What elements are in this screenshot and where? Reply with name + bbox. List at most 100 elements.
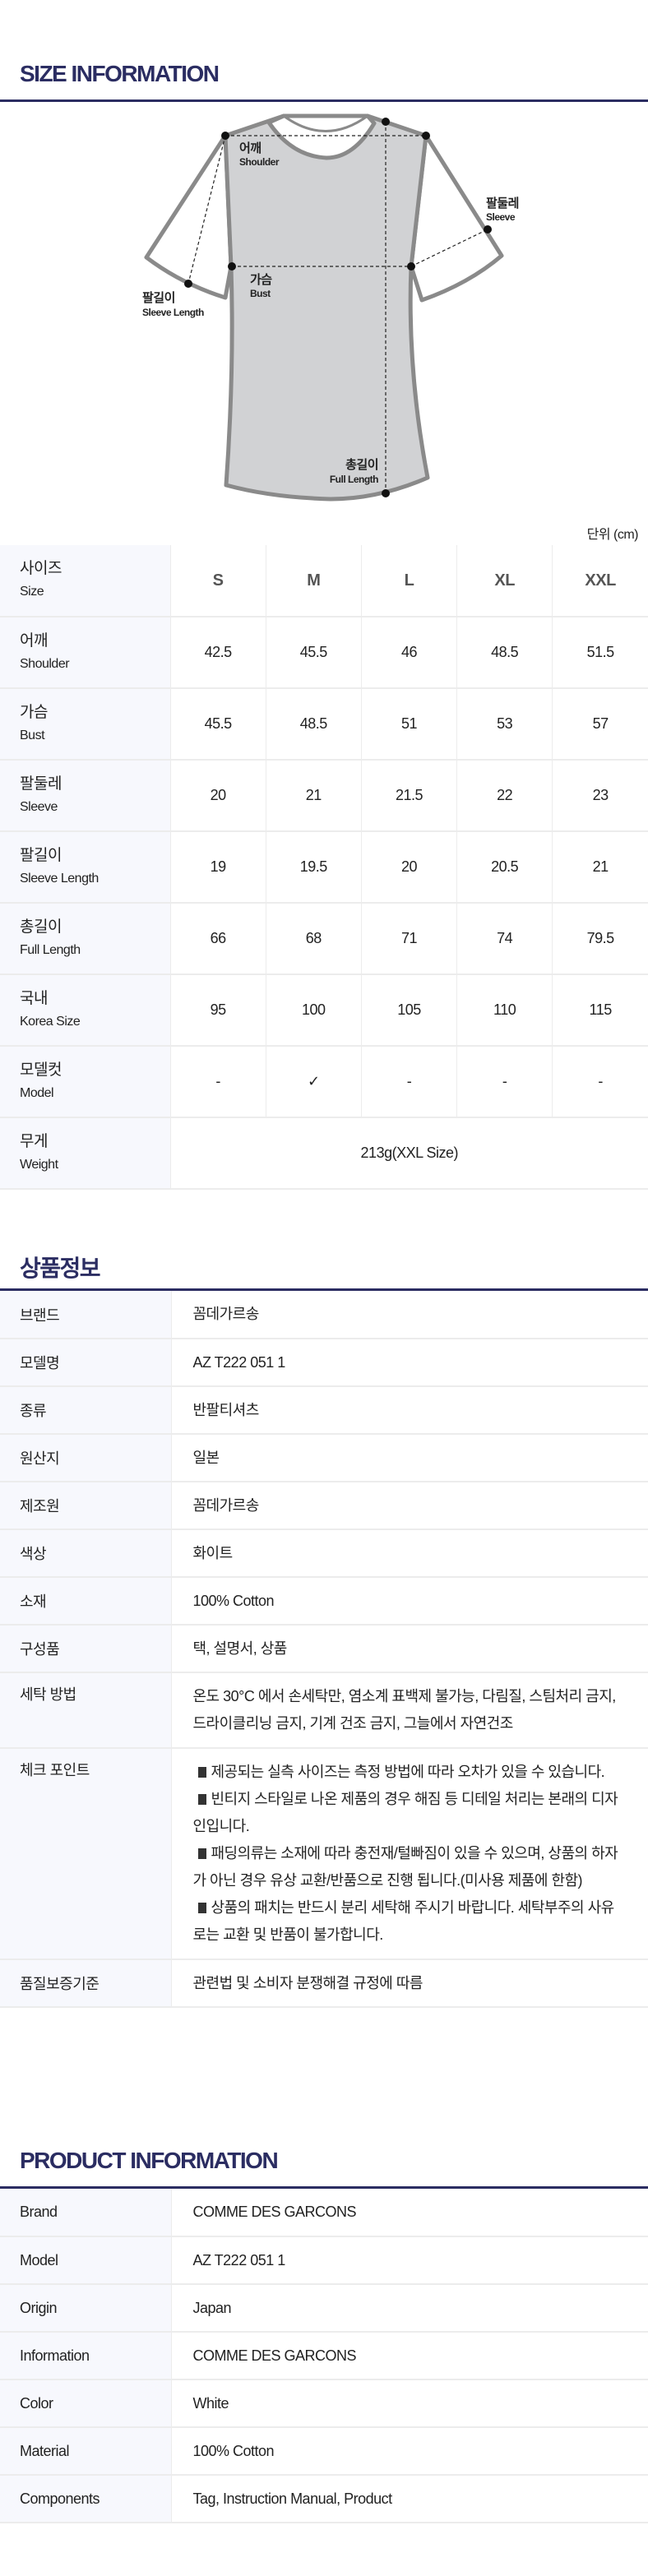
size-value: 42.5 xyxy=(169,617,266,689)
check-point-item: 상품의 패치는 반드시 분리 세탁해 주시기 바랍니다. 세탁부주의 사유로는 … xyxy=(193,1894,626,1949)
row-label-en: Model xyxy=(20,1085,54,1100)
row-label: 국내 Korea Size xyxy=(0,974,170,1047)
size-value: 68 xyxy=(265,903,362,975)
row-label: 가슴 Bust xyxy=(0,688,170,761)
measure-point xyxy=(221,132,229,140)
info-label: 구성품 xyxy=(0,1625,171,1673)
product-info-en-title: PRODUCT INFORMATION xyxy=(20,2148,279,2173)
bust-label-en: Bust xyxy=(250,288,271,299)
size-row: 모델컷 Model - ✓ - - - xyxy=(0,1046,648,1118)
size-value: - xyxy=(456,1046,553,1118)
neckline xyxy=(283,114,368,132)
size-value: - xyxy=(552,1046,648,1118)
measure-point xyxy=(382,489,390,497)
size-table: 사이즈 Size S M L XL XXL 어깨 Shoulder 42.5 45.5 4… xyxy=(0,545,648,1190)
size-value: 79.5 xyxy=(552,903,648,975)
check-point-text: 빈티지 스타일로 나온 제품의 경우 해짐 등 디테일 처리는 본래의 디자인입… xyxy=(192,1791,618,1834)
row-label-ko: 어깨 xyxy=(20,631,48,650)
measure-point xyxy=(422,132,430,140)
row-label: 총길이 Full Length xyxy=(0,903,170,975)
shirt-measurement-diagram: 어깨 Shoulder 팔둘레 Sleeve 가슴 Bust 팔길이 Sleev… xyxy=(142,113,519,502)
info-value: 온도 30°C 에서 손세탁만, 염소계 표백제 불가능, 다림질, 스팀처리 … xyxy=(170,1672,648,1749)
info-row: 세탁 방법 온도 30°C 에서 손세탁만, 염소계 표백제 불가능, 다림질, … xyxy=(0,1672,648,1749)
size-value: 45.5 xyxy=(265,617,362,689)
info-row: 모델명 AZ T222 051 1 xyxy=(0,1339,648,1387)
size-value: 74 xyxy=(456,903,553,975)
shirt-body xyxy=(223,113,430,502)
weight-value: 213g(XXL Size) xyxy=(169,1117,648,1190)
size-col-header: L xyxy=(360,545,457,617)
full-length-label-ko: 총길이 xyxy=(345,458,378,472)
size-value: 110 xyxy=(456,974,553,1047)
check-point-text: 제공되는 실측 사이즈는 측정 방법에 따라 오차가 있을 수 있습니다. xyxy=(211,1764,605,1780)
size-value: 71 xyxy=(360,903,457,975)
info-value: 제공되는 실측 사이즈는 측정 방법에 따라 오차가 있을 수 있습니다. 빈티지… xyxy=(170,1748,648,1960)
check-point-item: 패딩의류는 소재에 따라 충전재/털빠짐이 있을 수 있으며, 상품의 하자가 … xyxy=(193,1840,626,1894)
row-label-ko: 국내 xyxy=(20,989,48,1007)
row-label-ko: 팔길이 xyxy=(20,846,62,864)
info-value: 택, 설명서, 상품 xyxy=(170,1625,648,1673)
info-value: 관련법 및 소비자 분쟁해결 규정에 따름 xyxy=(170,1959,648,2008)
info-label: Model xyxy=(0,2236,171,2285)
row-label: 어깨 Shoulder xyxy=(0,617,170,689)
row-label-ko: 가슴 xyxy=(20,703,48,721)
size-col-header: XXL xyxy=(552,545,648,617)
title-underline xyxy=(0,2186,648,2189)
size-value: 53 xyxy=(456,688,553,761)
size-value: - xyxy=(360,1046,457,1118)
size-value: 20 xyxy=(169,760,266,832)
size-information-title: SIZE INFORMATION xyxy=(20,61,220,86)
info-row: 품질보증기준 관련법 및 소비자 분쟁해결 규정에 따름 xyxy=(0,1959,648,2008)
size-value: 21 xyxy=(265,760,362,832)
square-bullet-icon xyxy=(197,1794,206,1805)
size-col-header: XL xyxy=(456,545,553,617)
size-value: 48.5 xyxy=(265,688,362,761)
size-value: 105 xyxy=(360,974,457,1047)
size-value: 46 xyxy=(360,617,457,689)
size-value: 51.5 xyxy=(552,617,648,689)
size-value: - xyxy=(169,1046,266,1118)
size-row: 총길이 Full Length 66 68 71 74 79.5 xyxy=(0,903,648,975)
size-value: ✓ xyxy=(265,1046,362,1118)
square-bullet-icon xyxy=(197,1848,206,1859)
check-point-item: 빈티지 스타일로 나온 제품의 경우 해짐 등 디테일 처리는 본래의 디자인입… xyxy=(193,1786,626,1840)
title-underline xyxy=(0,99,648,102)
row-label-en: Shoulder xyxy=(20,656,70,671)
info-label: 브랜드 xyxy=(0,1291,171,1339)
info-label: Color xyxy=(0,2379,171,2428)
info-value: AZ T222 051 1 xyxy=(170,1339,648,1387)
size-value: 95 xyxy=(169,974,266,1047)
info-value: 꼼데가르송 xyxy=(170,1291,648,1339)
size-row: 국내 Korea Size 95 100 105 110 115 xyxy=(0,974,648,1047)
measure-point xyxy=(484,225,492,234)
info-row: Information COMME DES GARCONS xyxy=(0,2332,648,2380)
size-value: 20 xyxy=(360,831,457,904)
sleeve-length-label-ko: 팔길이 xyxy=(142,290,175,305)
info-row: 색상 화이트 xyxy=(0,1529,648,1578)
measure-point xyxy=(228,262,236,271)
size-value: 19 xyxy=(169,831,266,904)
info-row: Color White xyxy=(0,2379,648,2428)
size-value: 100 xyxy=(265,974,362,1047)
info-row: 소재 100% Cotton xyxy=(0,1577,648,1626)
size-row: 어깨 Shoulder 42.5 45.5 46 48.5 51.5 xyxy=(0,617,648,689)
info-label: Information xyxy=(0,2332,171,2380)
row-label: 팔둘레 Sleeve xyxy=(0,760,170,832)
info-label: Brand xyxy=(0,2189,171,2237)
info-value: COMME DES GARCONS xyxy=(170,2332,648,2380)
size-header-row: 사이즈 Size S M L XL XXL xyxy=(0,545,648,617)
row-label: 팔길이 Sleeve Length xyxy=(0,831,170,904)
info-label: Material xyxy=(0,2427,171,2476)
info-value: 화이트 xyxy=(170,1529,648,1578)
size-value: 66 xyxy=(169,903,266,975)
row-label-en: Bust xyxy=(20,728,45,742)
size-value: 22 xyxy=(456,760,553,832)
size-row: 가슴 Bust 45.5 48.5 51 53 57 xyxy=(0,688,648,761)
product-info-ko-table: 브랜드 꼼데가르송 모델명 AZ T222 051 1 종류 반팔티셔츠 원산지 일본 제조원 꼼… xyxy=(0,1291,648,2008)
size-value: 51 xyxy=(360,688,457,761)
info-label: Origin xyxy=(0,2284,171,2333)
title-underline xyxy=(0,1288,648,1291)
info-value: 꼼데가르송 xyxy=(170,1482,648,1530)
left-sleeve xyxy=(144,133,234,300)
info-label: 색상 xyxy=(0,1529,171,1578)
